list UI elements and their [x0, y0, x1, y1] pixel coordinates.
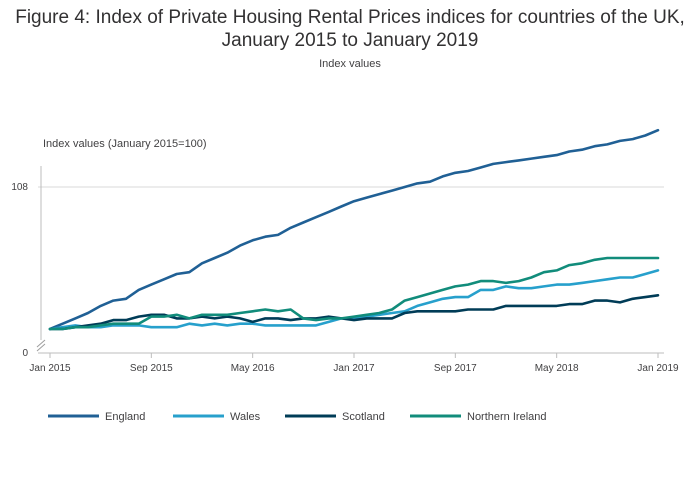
- legend-label: Wales: [230, 411, 261, 423]
- axes: [36, 166, 664, 354]
- x-tick-label: Sep 2017: [434, 363, 477, 374]
- legend-item-northern-ireland[interactable]: Northern Ireland: [410, 411, 547, 423]
- legend-item-england[interactable]: England: [48, 411, 145, 423]
- chart-subtitle: Index values: [319, 58, 381, 70]
- y-axis-label: Index values (January 2015=100): [43, 138, 207, 150]
- y-tick-label: 108: [11, 182, 28, 193]
- x-tick-label: Jan 2015: [29, 363, 71, 374]
- x-tick-label: May 2018: [535, 363, 579, 374]
- x-tick-label: May 2016: [231, 363, 275, 374]
- y-axis-ticks: 108 0: [11, 182, 28, 359]
- series-line-northern-ireland[interactable]: [48, 256, 660, 331]
- legend-label: England: [105, 411, 145, 423]
- y-tick-label: 0: [22, 348, 28, 359]
- legend-item-scotland[interactable]: Scotland: [285, 411, 385, 423]
- chart-title: Figure 4: Index of Private Housing Renta…: [15, 7, 685, 51]
- x-axis-ticks: Jan 2015 Sep 2015 May 2016 Jan 2017 Sep 2017…: [29, 353, 679, 374]
- legend[interactable]: England Wales Scotland Northern Ireland: [48, 411, 547, 423]
- series-line-wales[interactable]: [48, 269, 660, 331]
- series-lines: [48, 128, 660, 331]
- legend-label: Northern Ireland: [467, 411, 547, 423]
- legend-item-wales[interactable]: Wales: [173, 411, 261, 423]
- legend-label: Scotland: [342, 411, 385, 423]
- series-line-scotland[interactable]: [48, 293, 660, 331]
- x-tick-label: Sep 2015: [130, 363, 173, 374]
- x-tick-label: Jan 2019: [637, 363, 679, 374]
- x-tick-label: Jan 2017: [333, 363, 375, 374]
- series-line-england[interactable]: [48, 128, 660, 331]
